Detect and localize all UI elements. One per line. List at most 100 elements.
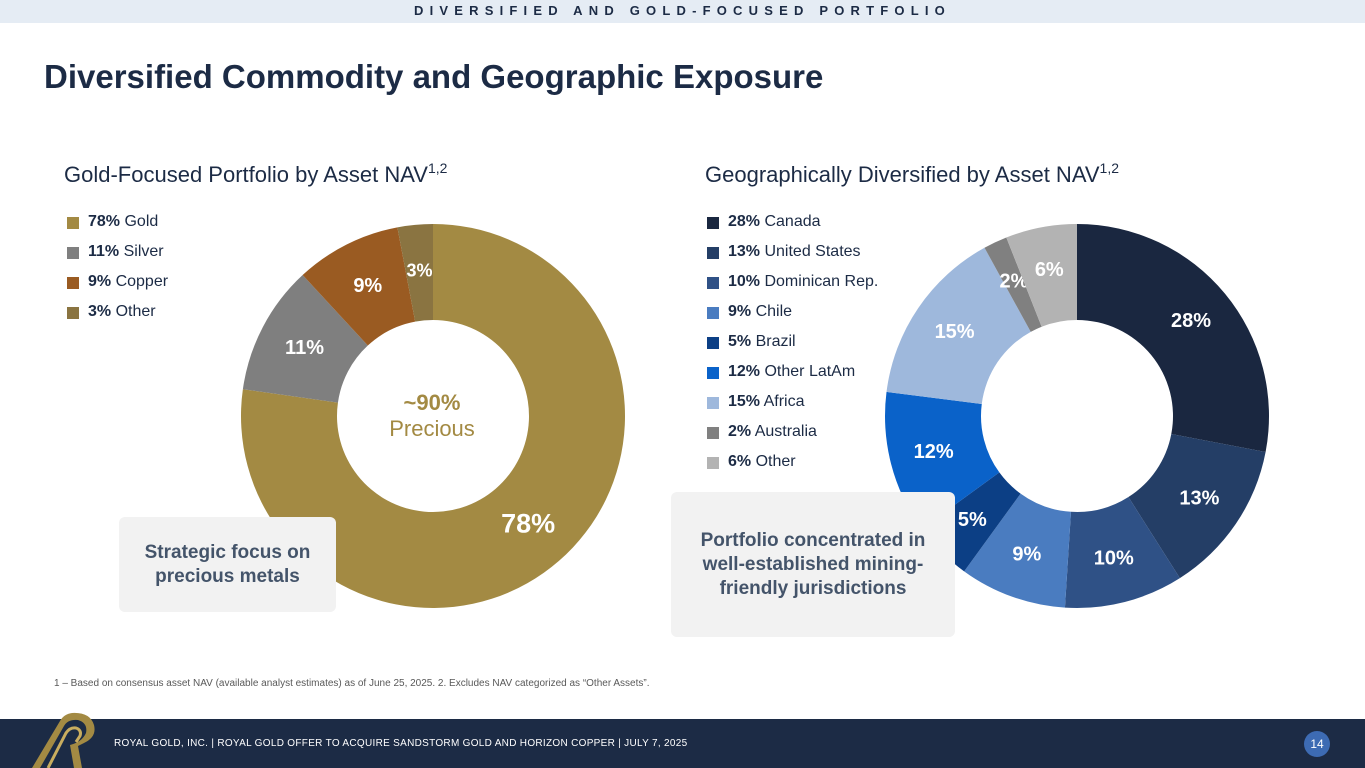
legend-swatch [707,427,719,439]
donut-slice-united-states [1128,433,1266,579]
donut-slice-africa [886,247,1031,404]
legend-label: Australia [751,423,817,440]
legend-swatch [707,337,719,349]
legend-swatch [707,307,719,319]
legend-label: United States [760,243,861,260]
legend-swatch [67,307,79,319]
page-number-badge: 14 [1304,731,1330,757]
legend-value: 10% [728,273,761,290]
callout-jurisdictions: Portfolio concentrated in well-establish… [671,492,955,637]
donut-slice-australia [984,237,1042,332]
legend-item: 12% Other LatAm [707,362,878,392]
page-title: Diversified Commodity and Geographic Exp… [44,58,824,95]
donut-slice-other [397,224,433,322]
legend-value: 11% [88,243,120,260]
legend-item: 3% Other [67,302,168,332]
legend-value: 3% [88,303,112,320]
right-chart-title-superscript: 1,2 [1099,160,1120,176]
legend-item: 28% Canada [707,212,878,242]
donut-slice-other [1006,224,1077,327]
legend-item: 11% Silver [67,242,168,272]
right-chart-title-text: Geographically Diversified by Asset NAV [705,162,1100,187]
left-chart-title-superscript: 1,2 [427,160,448,176]
donut-slice-gold [241,224,625,609]
donut-slice-dominican-rep [1064,497,1180,608]
data-label: 6% [1035,259,1064,281]
legend-value: 12% [728,363,761,380]
legend-label: Brazil [751,333,796,350]
data-label: 9% [1012,544,1041,566]
legend-item: 2% Australia [707,422,878,452]
legend-label: Copper [111,273,169,290]
legend-item: 10% Dominican Rep. [707,272,878,302]
center-text: Precious [389,416,475,441]
legend-item: 15% Africa [707,392,878,422]
donut-slice-copper [302,227,416,346]
callout-right-text: Portfolio concentrated in well-establish… [700,529,926,599]
legend-label: Chile [751,303,793,320]
legend-value: 5% [728,333,752,350]
legend-value: 6% [728,453,752,470]
legend-item: 13% United States [707,242,878,272]
left-chart-title-text: Gold-Focused Portfolio by Asset NAV [64,162,428,187]
legend-swatch [707,277,719,289]
legend-item: 9% Copper [67,272,168,302]
legend-label: Gold [120,213,159,230]
banner-text: DIVERSIFIED AND GOLD-FOCUSED PORTFOLIO [413,3,951,18]
donut-slice-chile [964,493,1071,608]
right-chart-title: Geographically Diversified by Asset NAV1… [705,160,1119,188]
right-chart-legend: 28% Canada 13% United States 10% Dominican… [707,212,878,482]
donut-center-label: ~90% Precious [337,390,527,442]
legend-item: 78% Gold [67,212,168,242]
legend-label: Silver [119,243,164,260]
legend-value: 28% [728,213,761,230]
legend-label: Dominican Rep. [760,273,879,290]
data-label: 12% [914,441,954,463]
legend-value: 13% [728,243,761,260]
legend-value: 9% [728,303,752,320]
legend-value: 78% [88,213,121,230]
left-chart-title: Gold-Focused Portfolio by Asset NAV1,2 [64,160,447,188]
legend-label: Africa [760,393,805,410]
data-label: 15% [935,321,975,343]
callout-precious-metals: Strategic focus on precious metals [119,517,336,612]
data-label: 13% [1179,487,1219,509]
data-label: 2% [1000,270,1029,292]
legend-label: Other [111,303,156,320]
legend-label: Canada [760,213,821,230]
center-value: ~90% [403,390,461,415]
legend-value: 9% [88,273,112,290]
legend-swatch [67,217,79,229]
data-label: 28% [1171,310,1211,332]
legend-label: Other [751,453,796,470]
footer-text: ROYAL GOLD, INC. | ROYAL GOLD OFFER TO A… [114,738,688,749]
legend-swatch [707,397,719,409]
royal-gold-logo-icon [32,712,95,768]
footnote: 1 – Based on consensus asset NAV (availa… [54,678,650,689]
data-label: 78% [501,509,555,539]
legend-item: 5% Brazil [707,332,878,362]
data-label: 9% [353,275,382,297]
data-label: 3% [406,260,432,280]
legend-label: Other LatAm [760,363,856,380]
legend-item: 6% Other [707,452,878,482]
data-label: 5% [958,509,987,531]
legend-value: 15% [728,393,761,410]
data-label: 11% [285,337,324,359]
footer-bar: ROYAL GOLD, INC. | ROYAL GOLD OFFER TO A… [0,712,1365,768]
left-chart-legend: 78% Gold 11% Silver 9% Copper 3% Other [67,212,168,332]
legend-swatch [707,367,719,379]
legend-item: 9% Chile [707,302,878,332]
donut-slice-silver [242,275,368,403]
legend-swatch [707,457,719,469]
callout-left-text: Strategic focus on precious metals [144,541,311,587]
legend-swatch [67,277,79,289]
legend-swatch [67,247,79,259]
legend-swatch [707,217,719,229]
data-label: 10% [1094,548,1134,570]
legend-value: 2% [728,423,752,440]
legend-swatch [707,247,719,259]
top-banner: DIVERSIFIED AND GOLD-FOCUSED PORTFOLIO [0,0,1365,23]
donut-slice-canada [1077,224,1269,452]
